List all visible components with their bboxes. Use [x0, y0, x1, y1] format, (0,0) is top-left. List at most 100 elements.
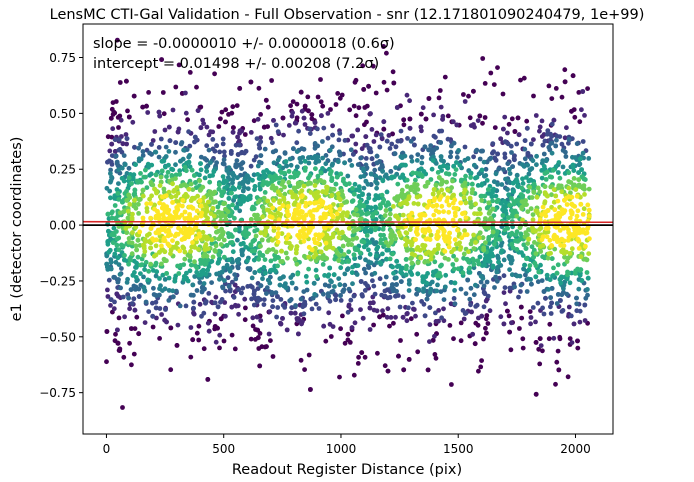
data-point [470, 256, 476, 262]
data-point [125, 108, 130, 114]
data-point [558, 242, 563, 248]
data-point [162, 286, 168, 292]
data-point [330, 324, 336, 329]
data-point [446, 202, 452, 208]
data-point [576, 177, 582, 183]
data-point [501, 273, 507, 279]
data-point [358, 307, 363, 312]
data-point [508, 143, 514, 149]
data-point [518, 282, 524, 288]
data-point [209, 280, 215, 285]
data-point [547, 147, 553, 153]
data-point [569, 194, 575, 200]
data-point [289, 244, 294, 249]
data-point [206, 199, 211, 205]
data-point [566, 235, 572, 241]
data-point [334, 174, 340, 180]
data-point [525, 188, 531, 194]
data-point [554, 359, 560, 365]
data-point [148, 226, 154, 231]
data-point [467, 296, 473, 302]
data-point [459, 235, 465, 241]
data-point [253, 337, 258, 342]
data-point [136, 211, 142, 216]
data-point [187, 70, 193, 75]
data-point [125, 208, 131, 214]
data-point [207, 179, 213, 185]
data-point [182, 256, 188, 262]
data-point [436, 190, 442, 196]
data-point [349, 163, 355, 168]
data-point [262, 146, 268, 152]
data-point [461, 316, 467, 322]
data-point [254, 227, 260, 233]
data-point [258, 135, 263, 141]
data-point [183, 90, 188, 96]
data-point [336, 149, 342, 155]
data-point [268, 338, 273, 343]
data-point [509, 230, 515, 236]
data-point [198, 167, 204, 173]
data-point [293, 286, 299, 291]
data-point [404, 92, 410, 98]
data-point [181, 245, 187, 251]
data-point [249, 206, 255, 212]
data-point [444, 179, 449, 185]
data-point [121, 354, 127, 360]
data-point [515, 115, 521, 121]
data-point [194, 84, 199, 90]
data-point [226, 112, 231, 117]
data-point [189, 167, 195, 173]
data-point [428, 143, 434, 149]
data-point [127, 202, 133, 207]
data-point [463, 291, 469, 296]
data-point [552, 207, 558, 213]
data-point [280, 179, 286, 184]
data-point [373, 132, 379, 138]
data-point [472, 341, 478, 347]
data-point [116, 197, 122, 202]
data-point [552, 246, 558, 252]
data-point [475, 118, 481, 123]
data-point [571, 176, 577, 181]
data-point [524, 118, 530, 124]
data-point [233, 227, 238, 233]
data-point [232, 346, 238, 352]
data-point [116, 125, 121, 130]
data-point [490, 229, 496, 235]
data-point [351, 293, 357, 299]
data-point [219, 193, 225, 199]
data-point [235, 175, 240, 181]
data-point [490, 263, 496, 269]
data-point [554, 270, 560, 276]
data-point [126, 175, 132, 181]
data-point [246, 194, 252, 200]
data-point [491, 149, 496, 155]
data-point [275, 239, 281, 245]
data-point [177, 248, 183, 254]
data-point [201, 310, 207, 316]
data-point [265, 198, 271, 204]
data-point [554, 235, 560, 240]
data-point [502, 114, 508, 120]
data-point [110, 126, 116, 132]
data-point [403, 272, 409, 278]
data-point [412, 189, 417, 195]
data-point [117, 147, 123, 152]
data-point [387, 207, 393, 212]
data-point [112, 275, 118, 280]
data-point [323, 338, 329, 344]
data-point [468, 200, 473, 206]
data-point [245, 266, 251, 271]
data-point [256, 256, 262, 262]
data-point [550, 167, 556, 173]
data-point [173, 149, 178, 155]
data-point [215, 260, 221, 266]
data-point [209, 237, 215, 243]
data-point [445, 195, 451, 201]
data-point [380, 312, 386, 318]
data-point [510, 212, 515, 218]
data-point [108, 303, 113, 308]
data-point [323, 240, 329, 246]
data-point [160, 272, 166, 278]
